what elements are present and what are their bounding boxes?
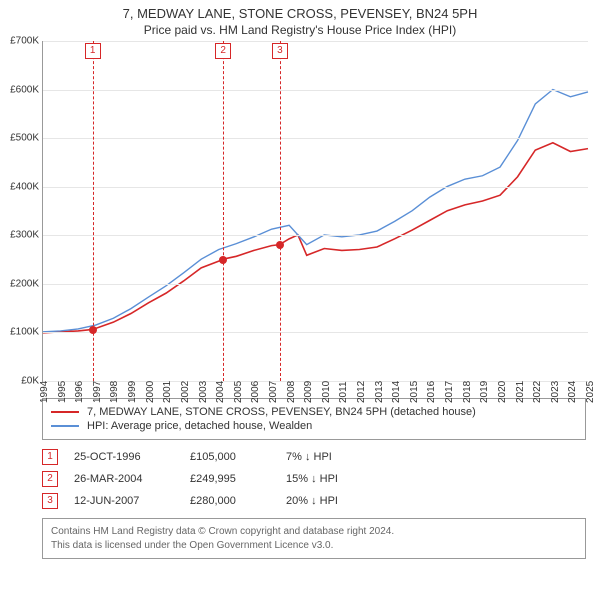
legend-label: 7, MEDWAY LANE, STONE CROSS, PEVENSEY, B… — [87, 406, 476, 418]
event-table: 1 25-OCT-1996 £105,000 7% ↓ HPI 2 26-MAR-2004… — [42, 446, 586, 512]
x-axis-label: 2008 — [286, 381, 297, 403]
event-marker: 1 — [85, 43, 101, 59]
x-axis-label: 1997 — [92, 381, 103, 403]
x-axis-label: 2013 — [374, 381, 385, 403]
x-axis-label: 2007 — [268, 381, 279, 403]
event-date: 12-JUN-2007 — [74, 495, 174, 507]
gridline — [43, 138, 588, 139]
x-axis-label: 2017 — [444, 381, 455, 403]
event-marker: 3 — [272, 43, 288, 59]
event-date: 25-OCT-1996 — [74, 451, 174, 463]
x-axis-label: 2020 — [497, 381, 508, 403]
x-axis-label: 2011 — [338, 381, 349, 403]
footer-line: This data is licensed under the Open Gov… — [51, 539, 577, 553]
event-number: 3 — [42, 493, 58, 509]
event-vline — [223, 41, 224, 381]
x-axis-label: 2010 — [321, 381, 332, 403]
event-vline — [280, 41, 281, 381]
gridline — [43, 41, 588, 42]
gridline — [43, 284, 588, 285]
chart-series — [43, 41, 588, 380]
event-date: 26-MAR-2004 — [74, 473, 174, 485]
event-dot — [276, 241, 284, 249]
y-axis-label: £300K — [10, 230, 43, 241]
event-price: £249,995 — [190, 473, 270, 485]
x-axis-label: 2019 — [479, 381, 490, 403]
x-axis-label: 2024 — [567, 381, 578, 403]
event-dot — [89, 326, 97, 334]
gridline — [43, 187, 588, 188]
price-chart: £0K£100K£200K£300K£400K£500K£600K£700K19… — [42, 41, 588, 382]
gridline — [43, 235, 588, 236]
legend-swatch — [51, 411, 79, 413]
y-axis-label: £600K — [10, 84, 43, 95]
x-axis-label: 2021 — [515, 381, 526, 403]
x-axis-label: 1998 — [109, 381, 120, 403]
event-dot — [219, 256, 227, 264]
footer-line: Contains HM Land Registry data © Crown c… — [51, 525, 577, 539]
event-number: 1 — [42, 449, 58, 465]
x-axis-label: 2001 — [162, 381, 173, 403]
event-price: £280,000 — [190, 495, 270, 507]
event-price: £105,000 — [190, 451, 270, 463]
y-axis-label: £100K — [10, 327, 43, 338]
event-row: 1 25-OCT-1996 £105,000 7% ↓ HPI — [42, 446, 586, 468]
x-axis-label: 2025 — [585, 381, 596, 403]
x-axis-label: 2023 — [550, 381, 561, 403]
x-axis-label: 2006 — [250, 381, 261, 403]
legend: 7, MEDWAY LANE, STONE CROSS, PEVENSEY, B… — [42, 398, 586, 440]
chart-subtitle: Price paid vs. HM Land Registry's House … — [0, 21, 600, 41]
x-axis-label: 2003 — [198, 381, 209, 403]
x-axis-label: 1994 — [39, 381, 50, 403]
chart-title: 7, MEDWAY LANE, STONE CROSS, PEVENSEY, B… — [0, 0, 600, 21]
event-delta: 7% ↓ HPI — [286, 451, 376, 463]
x-axis-label: 2016 — [426, 381, 437, 403]
y-axis-label: £400K — [10, 181, 43, 192]
series-hpi — [43, 90, 588, 332]
x-axis-label: 2002 — [180, 381, 191, 403]
y-axis-label: £200K — [10, 278, 43, 289]
event-number: 2 — [42, 471, 58, 487]
y-axis-label: £700K — [10, 36, 43, 47]
x-axis-label: 1996 — [74, 381, 85, 403]
event-marker: 2 — [215, 43, 231, 59]
event-delta: 20% ↓ HPI — [286, 495, 376, 507]
y-axis-label: £500K — [10, 133, 43, 144]
attribution-footer: Contains HM Land Registry data © Crown c… — [42, 518, 586, 559]
legend-label: HPI: Average price, detached house, Weal… — [87, 420, 312, 432]
event-delta: 15% ↓ HPI — [286, 473, 376, 485]
gridline — [43, 332, 588, 333]
x-axis-label: 2015 — [409, 381, 420, 403]
x-axis-label: 2022 — [532, 381, 543, 403]
x-axis-label: 2018 — [462, 381, 473, 403]
series-price_paid — [43, 143, 588, 333]
x-axis-label: 2014 — [391, 381, 402, 403]
x-axis-label: 2005 — [233, 381, 244, 403]
x-axis-label: 2004 — [215, 381, 226, 403]
event-row: 3 12-JUN-2007 £280,000 20% ↓ HPI — [42, 490, 586, 512]
x-axis-label: 1999 — [127, 381, 138, 403]
legend-row: 7, MEDWAY LANE, STONE CROSS, PEVENSEY, B… — [51, 405, 577, 419]
gridline — [43, 90, 588, 91]
x-axis-label: 2009 — [303, 381, 314, 403]
legend-row: HPI: Average price, detached house, Weal… — [51, 419, 577, 433]
x-axis-label: 1995 — [57, 381, 68, 403]
legend-swatch — [51, 425, 79, 427]
x-axis-label: 2000 — [145, 381, 156, 403]
event-row: 2 26-MAR-2004 £249,995 15% ↓ HPI — [42, 468, 586, 490]
x-axis-label: 2012 — [356, 381, 367, 403]
